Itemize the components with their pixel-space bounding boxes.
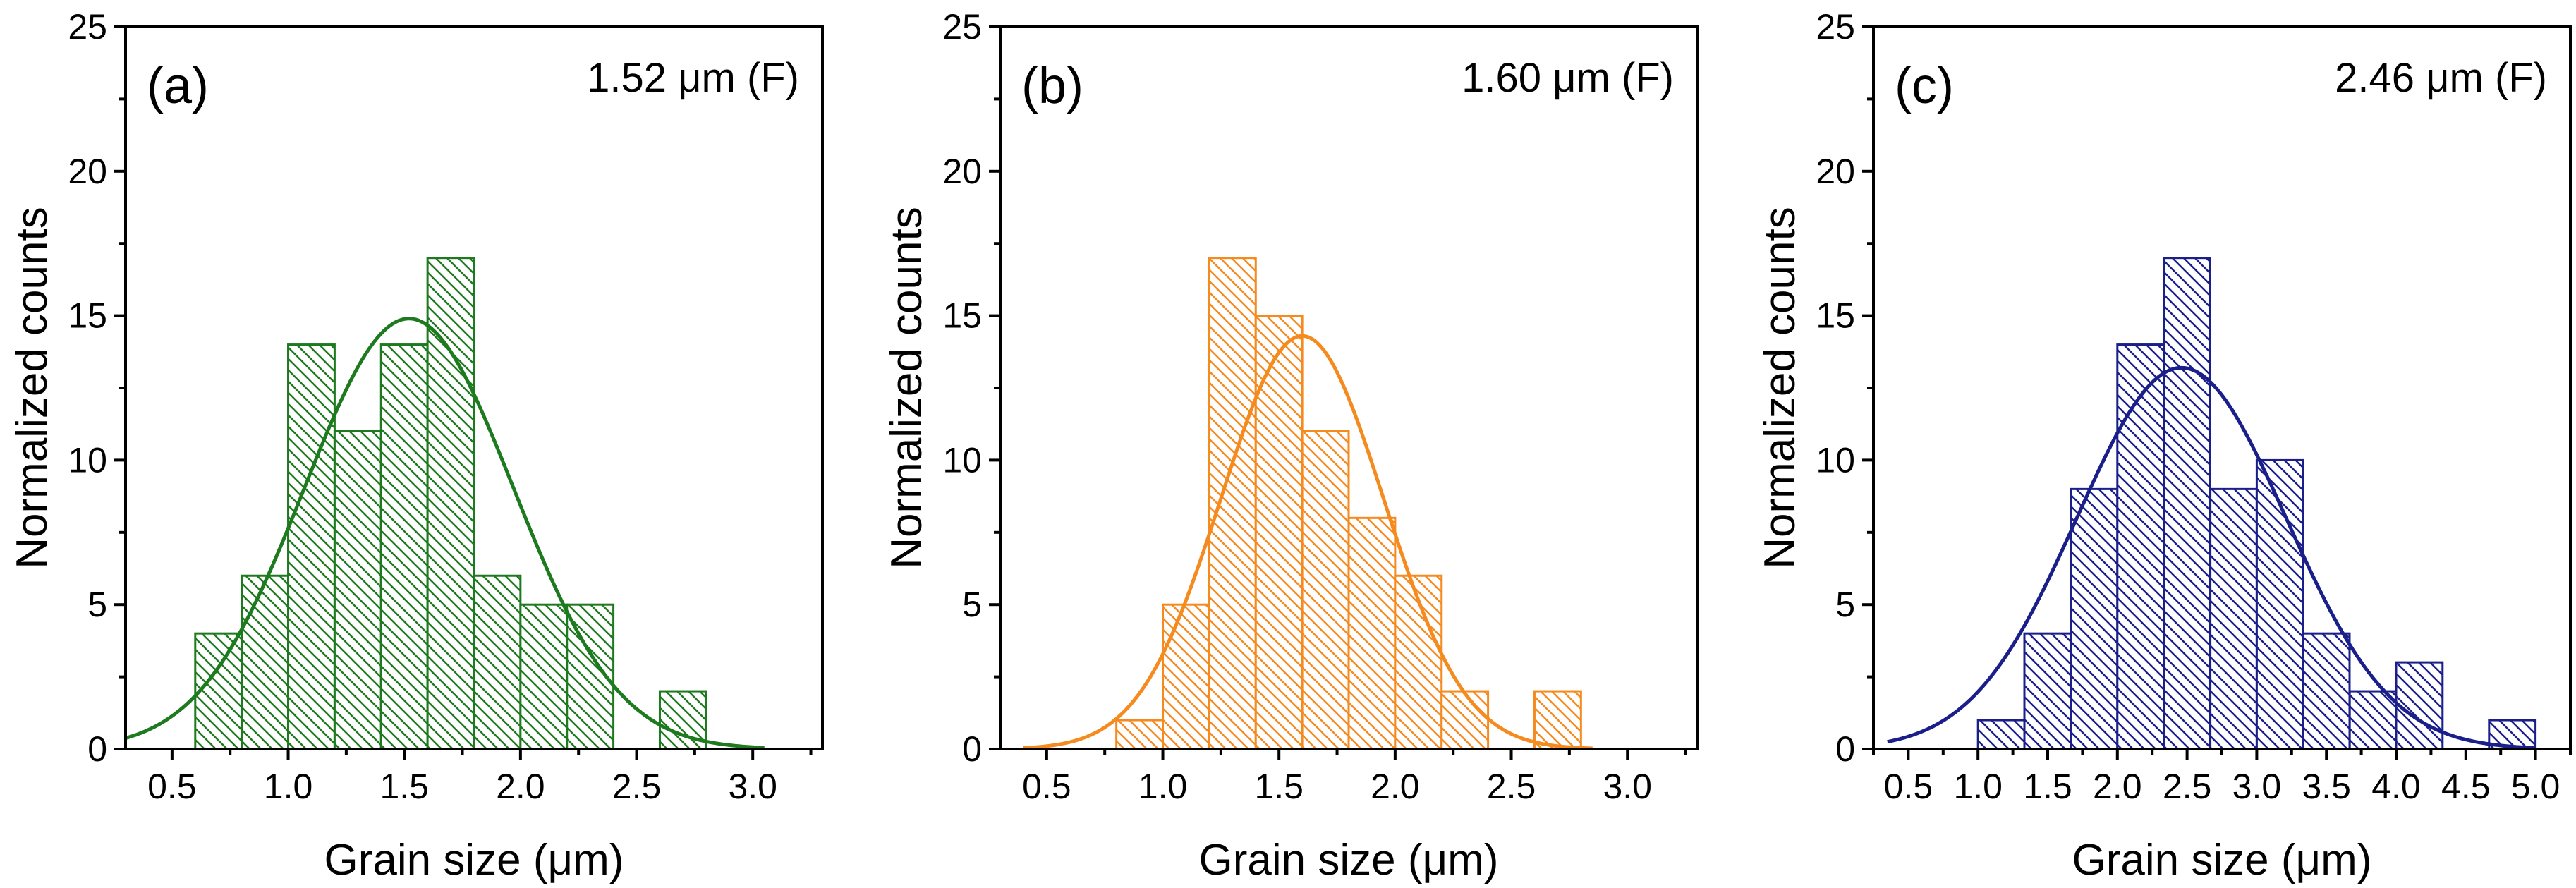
panel-c-y-tick-label: 20 xyxy=(1816,152,1855,191)
panel-a-bar xyxy=(473,574,522,750)
panel-c-x-tick-label: 0.5 xyxy=(1884,767,1933,806)
panel-b-annotation: 1.60 μm (F) xyxy=(1462,55,1674,101)
panel-b-fit-curve xyxy=(1023,334,1593,750)
panel-c-x-tick-label: 1.0 xyxy=(1953,767,2003,806)
panel-a-y-tick-label: 20 xyxy=(68,152,107,191)
panel-c-label: (c) xyxy=(1895,58,1954,114)
panel-c-bar xyxy=(2070,487,2119,750)
panel-c-y-tick-label: 25 xyxy=(1816,7,1855,47)
panel-c-annotation: 2.46 μm (F) xyxy=(2335,55,2547,101)
panel-c-bar xyxy=(2209,487,2258,750)
panel-c-y-axis-title: Normalized counts xyxy=(1756,207,1804,568)
panel-b-bar xyxy=(1115,719,1165,750)
panel-b-y-tick-label: 15 xyxy=(942,296,982,336)
panel-b-y-tick-label: 10 xyxy=(942,440,982,480)
panel-a-bar xyxy=(426,257,475,750)
panel-a-annotation: 1.52 μm (F) xyxy=(587,55,799,101)
panel-b-bar xyxy=(1162,603,1210,750)
panel-a-bar xyxy=(519,603,569,750)
panel-c-bar xyxy=(2395,661,2444,750)
panel-c-fit-curve xyxy=(1887,365,2536,750)
panel-a: 0.5 1.0 1.5 2.0 2.5 3.0 0 5 10 15 20 25 (a) 1.52 μm… xyxy=(8,7,824,884)
panel-b-bar xyxy=(1347,516,1397,750)
panel-b-x-tick-label: 1.5 xyxy=(1254,767,1304,806)
panel-a-x-tick-label: 0.5 xyxy=(147,767,197,806)
panel-a-bar xyxy=(287,343,336,750)
panel-a-x-tick-label: 2.0 xyxy=(496,767,545,806)
panel-a-bar xyxy=(194,632,243,750)
panel-a-x-tick-label: 1.5 xyxy=(379,767,429,806)
panel-a-label: (a) xyxy=(147,58,209,114)
panel-c-bar xyxy=(2348,690,2398,750)
panel-c-x-axis-title: Grain size (μm) xyxy=(2072,836,2372,884)
panel-a-x-tick-label: 3.0 xyxy=(728,767,777,806)
panel-b-y-tick-label: 25 xyxy=(942,7,982,47)
panel-b-x-tick-label: 2.5 xyxy=(1487,767,1536,806)
panel-c-bar xyxy=(2163,257,2211,750)
panel-b-y-tick-label: 0 xyxy=(962,729,982,769)
panel-a-y-tick-label: 15 xyxy=(68,296,107,336)
panel-b-bar xyxy=(1301,430,1350,750)
panel-a-plot: 0.5 1.0 1.5 2.0 2.5 3.0 0 5 10 15 20 25 xyxy=(68,7,824,806)
panel-c-y-tick-label: 15 xyxy=(1816,296,1855,336)
panel-a-x-axis-title: Grain size (μm) xyxy=(324,836,624,884)
panel-c-x-tick-label: 4.0 xyxy=(2371,767,2421,806)
panel-c-x-tick-label: 3.5 xyxy=(2302,767,2351,806)
panel-a-bar xyxy=(241,574,290,750)
panel-a-bar xyxy=(379,343,429,750)
panel-b-plot: 0.5 1.0 1.5 2.0 2.5 3.0 0 5 10 15 20 25 xyxy=(942,7,1699,806)
panel-a-x-tick-label: 1.0 xyxy=(264,767,313,806)
panel-b-y-axis-title: Normalized counts xyxy=(882,207,931,568)
panel-a-x-tick-label: 2.5 xyxy=(612,767,662,806)
panel-c-bar xyxy=(2302,632,2351,750)
panel-a-y-axis-title: Normalized counts xyxy=(8,207,56,568)
panel-c-x-tick-label: 4.5 xyxy=(2441,767,2491,806)
panel-b-x-tick-label: 1.0 xyxy=(1138,767,1188,806)
panel-c-bar xyxy=(2116,343,2165,750)
panel-b-x-tick-label: 3.0 xyxy=(1603,767,1652,806)
panel-c-y-tick-label: 10 xyxy=(1816,440,1855,480)
panel-c-plot: 0.5 1.0 1.5 2.0 2.5 3.0 3.5 4.0 4.5 5.0 0 5 10 15 20 25 xyxy=(1816,7,2572,806)
panel-a-fit-curve xyxy=(125,317,765,750)
panel-c-x-tick-label: 1.5 xyxy=(2023,767,2072,806)
panel-c-bar xyxy=(2023,632,2072,750)
panel-b-x-tick-label: 2.0 xyxy=(1371,767,1420,806)
panel-c: 0.5 1.0 1.5 2.0 2.5 3.0 3.5 4.0 4.5 5.0 0 5 10 15 20 25… xyxy=(1756,7,2572,884)
panel-c-x-tick-label: 3.0 xyxy=(2232,767,2282,806)
panel-c-y-tick-label: 0 xyxy=(1835,729,1855,769)
panel-b-y-tick-label: 5 xyxy=(962,585,982,624)
panel-a-y-tick-label: 10 xyxy=(68,440,107,480)
panel-b-x-tick-label: 0.5 xyxy=(1022,767,1071,806)
panel-b-bar xyxy=(1533,690,1582,750)
panel-b-label: (b) xyxy=(1021,58,1083,114)
panel-a-y-tick-label: 25 xyxy=(68,7,107,47)
panel-b-bar xyxy=(1254,315,1304,750)
panel-a-y-tick-label: 5 xyxy=(87,585,107,624)
panel-a-bar xyxy=(333,430,382,750)
panel-b-bar xyxy=(1440,690,1490,750)
panel-c-x-tick-label: 5.0 xyxy=(2511,767,2560,806)
panel-c-y-tick-label: 5 xyxy=(1835,585,1855,624)
panel-b-bar xyxy=(1208,257,1257,750)
panel-c-bar xyxy=(1976,719,2026,750)
panel-c-x-tick-label: 2.0 xyxy=(2093,767,2142,806)
panel-a-y-tick-label: 0 xyxy=(87,729,107,769)
panel-b-x-axis-title: Grain size (μm) xyxy=(1199,836,1499,884)
panel-b: 0.5 1.0 1.5 2.0 2.5 3.0 0 5 10 15 20 25 (b) 1.60 μm… xyxy=(882,7,1699,884)
panel-c-x-tick-label: 2.5 xyxy=(2163,767,2212,806)
panel-b-y-tick-label: 20 xyxy=(942,152,982,191)
